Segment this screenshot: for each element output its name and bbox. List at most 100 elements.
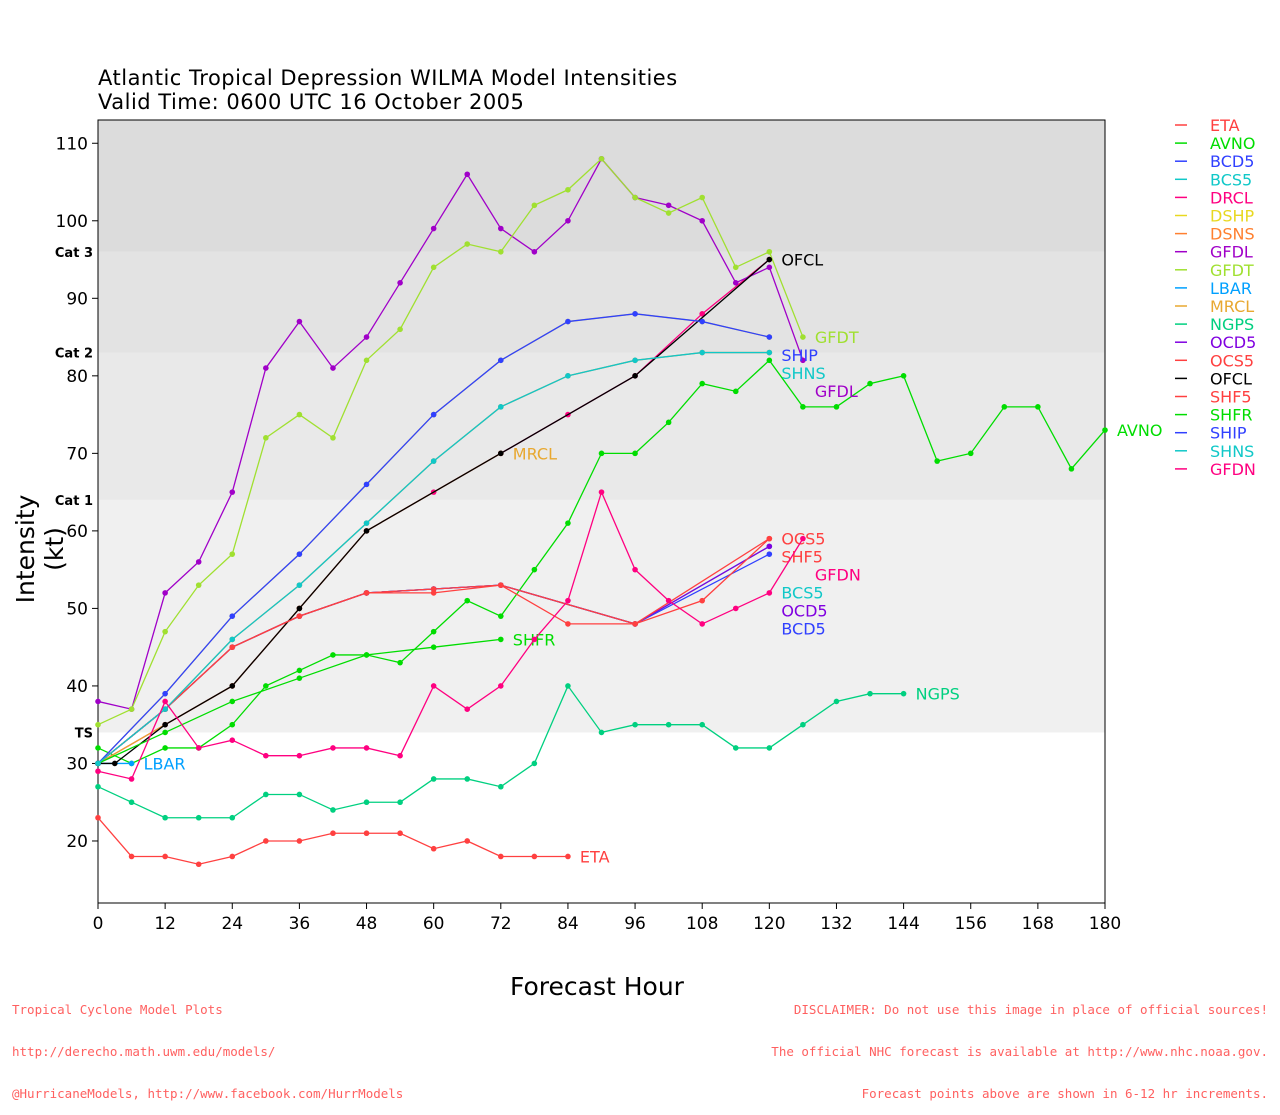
data-point-gfdn	[430, 683, 437, 689]
data-point-shf5	[363, 590, 370, 596]
data-point-gfdl	[296, 318, 303, 325]
y-tick-label: 20	[66, 832, 88, 852]
intensity-band	[98, 732, 1105, 903]
data-point-ngps	[632, 721, 638, 728]
data-point-ngps	[397, 799, 403, 806]
series-end-label: OFCL	[781, 251, 823, 270]
x-tick-label: 72	[490, 914, 512, 934]
legend-entry: BCD5	[1210, 152, 1254, 171]
data-point-ngps	[330, 807, 336, 813]
footer-left-link[interactable]: http://derecho.math.uwm.edu/models/	[12, 1044, 276, 1059]
x-tick-label: 144	[887, 914, 919, 934]
series-end-label: NGPS	[916, 685, 960, 704]
data-point-gfdl	[800, 357, 806, 364]
y-tick-label: 50	[66, 599, 88, 619]
data-point-gfdn	[95, 768, 101, 775]
footer-left-link[interactable]: @HurricaneModels, http://www.facebook.co…	[12, 1086, 404, 1101]
data-point-eta	[263, 838, 269, 844]
data-point-ofcl	[162, 721, 168, 728]
data-point-lbar	[128, 760, 135, 767]
data-point-gfdt	[632, 194, 638, 201]
series-line-gfdn	[97, 490, 804, 780]
data-point-shfr	[363, 652, 370, 658]
data-point-ngps	[766, 745, 773, 751]
data-point-gfdt	[162, 628, 168, 635]
data-point-gfdl	[665, 202, 672, 209]
data-point-ship	[699, 318, 705, 325]
data-point-gfdn	[363, 745, 370, 751]
data-point-ngps	[800, 721, 806, 728]
chart-canvas: TS Cat 1 Cat 2 Cat 3 20 30 40 50 60 70 80 90 100 110 0…	[55, 116, 1256, 934]
data-point-eta	[397, 830, 403, 837]
legend-entry: BCS5	[1210, 170, 1252, 189]
x-tick-label: 60	[423, 914, 445, 934]
data-point-ngps	[229, 814, 236, 821]
data-point-avno	[967, 450, 974, 457]
y-tick-label: 100	[56, 212, 88, 232]
x-tick-label: 12	[154, 914, 176, 934]
data-point-ngps	[699, 721, 705, 728]
data-point-ngps	[430, 776, 437, 782]
data-point-ship	[296, 551, 303, 557]
y-tick-label: 80	[66, 367, 88, 387]
data-point-shfr	[296, 675, 303, 681]
data-point-avno	[464, 597, 471, 604]
data-point-ofcl	[296, 605, 303, 612]
x-tick-label: 108	[686, 914, 718, 934]
data-point-ship	[632, 311, 638, 317]
data-point-ngps	[531, 760, 538, 767]
data-point-ngps	[195, 814, 202, 821]
data-point-shf5	[430, 590, 437, 596]
data-point-ocs5	[430, 586, 437, 592]
legend-entry: OCS5	[1210, 351, 1254, 370]
data-point-ngps	[95, 783, 101, 790]
data-point-shns	[229, 636, 236, 643]
category-label: Cat 2	[55, 347, 93, 362]
data-point-ship	[565, 318, 571, 325]
data-point-eta	[162, 853, 168, 860]
data-point-eta	[128, 853, 135, 860]
data-point-gfdn	[598, 489, 605, 495]
data-point-shns	[95, 760, 101, 767]
data-point-ofcl	[363, 528, 370, 534]
data-point-ship	[498, 357, 504, 364]
data-point-gfdl	[699, 217, 705, 224]
data-point-shns	[565, 373, 571, 379]
data-point-ngps	[565, 683, 571, 689]
data-point-shfr	[498, 636, 504, 643]
data-point-gfdt	[531, 202, 538, 209]
plot-frame	[97, 119, 1106, 904]
data-point-eta	[296, 838, 303, 844]
data-point-avno	[430, 628, 437, 635]
data-point-eta	[464, 838, 471, 844]
x-tick-label: 0	[93, 914, 104, 934]
y-tick-label: 110	[56, 134, 88, 154]
data-point-drcl	[699, 311, 705, 317]
data-point-eta	[430, 845, 437, 852]
series-end-label: OCD5	[781, 602, 827, 621]
series-line-gfdt	[97, 157, 804, 726]
data-point-gfdt	[464, 241, 471, 247]
intensity-band	[98, 120, 1105, 252]
category-label: Cat 3	[55, 246, 93, 261]
series-end-label: AVNO	[1117, 421, 1162, 440]
data-point-eta	[330, 830, 336, 837]
footer-disclaimer: DISCLAIMER: Do not use this image in pla…	[771, 975, 1268, 1115]
data-point-eta	[229, 853, 236, 860]
data-point-avno	[766, 357, 773, 364]
data-point-gfdn	[464, 706, 471, 712]
data-point-gfdl	[95, 698, 101, 705]
data-point-gfdt	[498, 248, 504, 255]
data-point-gfdl	[766, 264, 773, 271]
data-point-avno	[833, 404, 840, 410]
legend-entry: OCD5	[1210, 333, 1256, 352]
footer-left-line: Tropical Cyclone Model Plots	[12, 1002, 223, 1017]
x-tick-label: 48	[356, 914, 378, 934]
data-point-avno	[1068, 466, 1075, 472]
x-tick-label: 168	[1022, 914, 1054, 934]
data-point-ofcl	[111, 760, 118, 767]
data-point-avno	[1001, 404, 1008, 410]
legend-entry: GFDT	[1210, 261, 1254, 280]
disclaimer-line: Forecast points above are shown in 6-12 …	[861, 1086, 1268, 1101]
data-point-shns	[363, 520, 370, 526]
